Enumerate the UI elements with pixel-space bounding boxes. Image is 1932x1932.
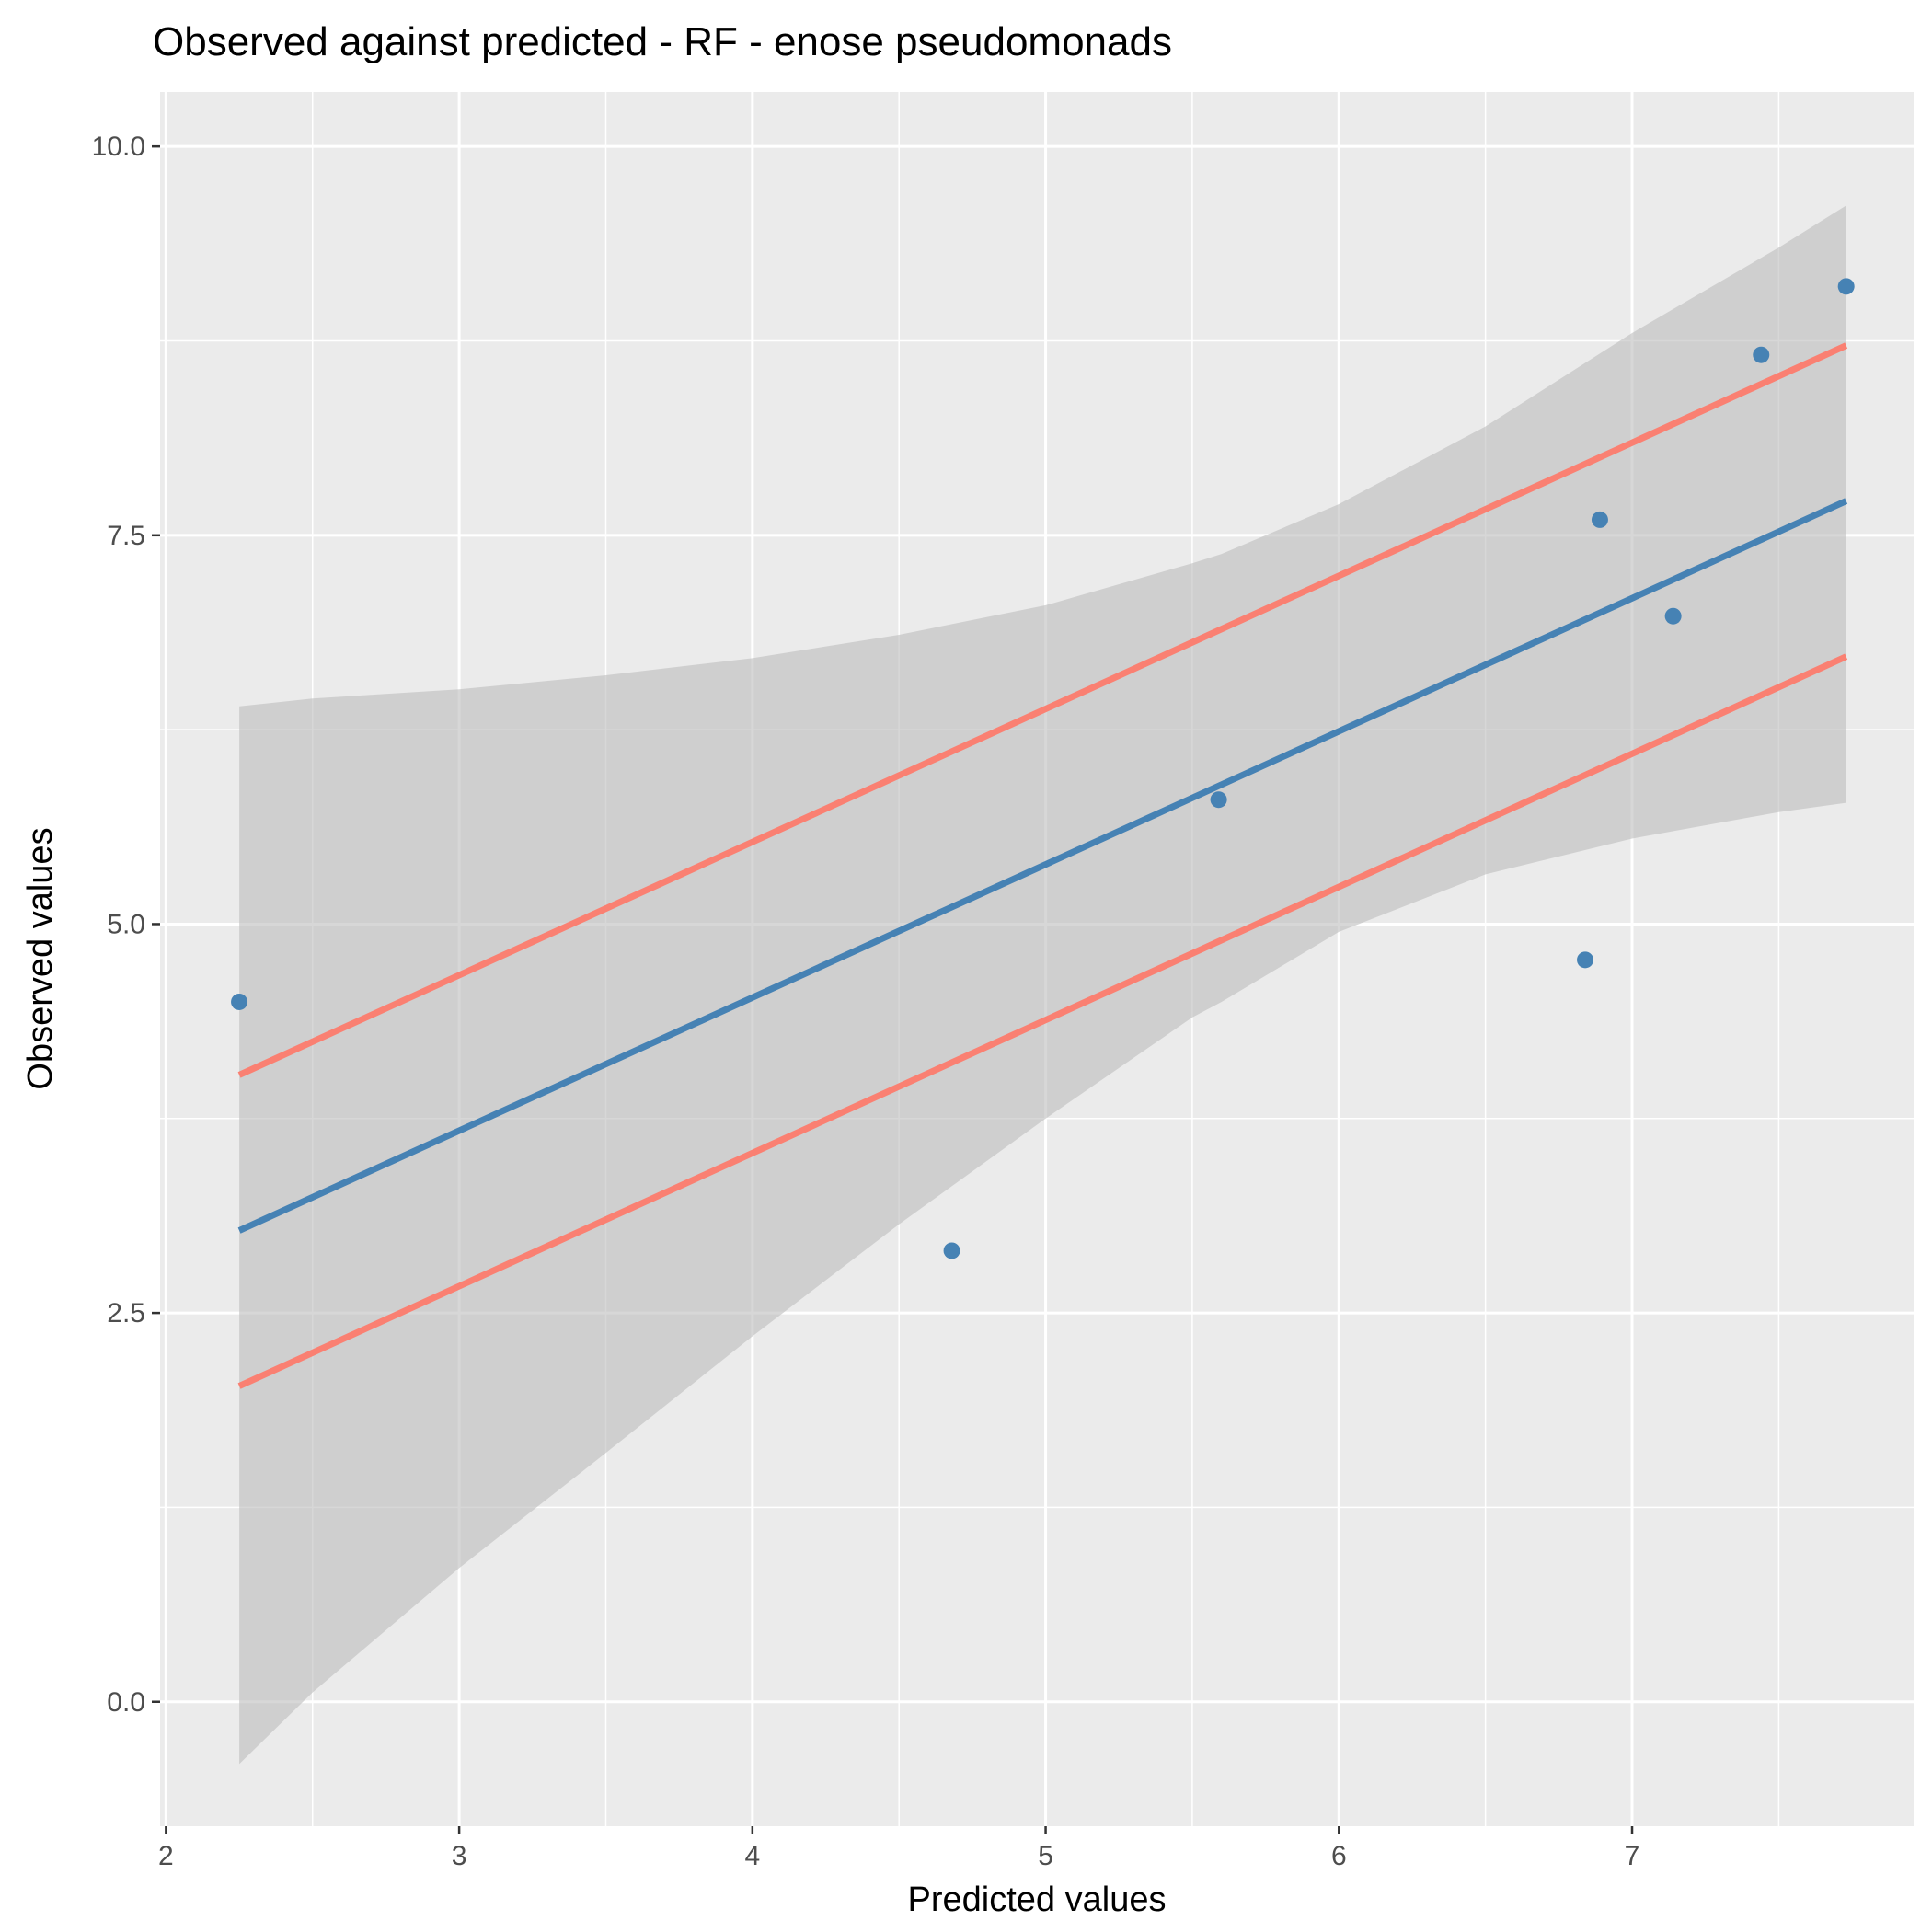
data-point: [1210, 791, 1227, 809]
data-point: [1577, 951, 1594, 969]
bound-line: [237, 653, 1848, 1389]
x-tick-label: 5: [1038, 1841, 1053, 1871]
y-tick-label: 10.0: [92, 132, 145, 162]
data-point: [1664, 607, 1682, 625]
data-point: [943, 1242, 960, 1259]
bound-line: [237, 342, 1848, 1078]
confidence-band: [239, 205, 1846, 1765]
x-axis: 2 3 4 5 6 7: [158, 1826, 1639, 1871]
data-point: [1837, 278, 1855, 295]
y-tick-label: 2.5: [107, 1298, 145, 1328]
y-tick-label: 7.5: [107, 521, 145, 551]
y-tick-label: 5.0: [107, 909, 145, 939]
y-axis-title: Observed values: [21, 827, 60, 1089]
x-tick-label: 3: [452, 1841, 467, 1871]
y-tick-label: 0.0: [107, 1687, 145, 1718]
x-axis-title: Predicted values: [908, 1880, 1167, 1919]
x-tick-label: 2: [158, 1841, 174, 1871]
regression-line: [237, 498, 1848, 1234]
x-tick-label: 4: [744, 1841, 760, 1871]
data-point: [231, 993, 248, 1010]
chart-title: Observed against predicted - RF - enose …: [153, 19, 1172, 64]
x-tick-label: 6: [1331, 1841, 1347, 1871]
data-point: [1591, 511, 1608, 528]
data-point: [1753, 346, 1770, 363]
data-points: [231, 278, 1855, 1259]
x-tick-label: 7: [1625, 1841, 1640, 1871]
fit-lines: [237, 342, 1848, 1389]
y-axis: 0.0 2.5 5.0 7.5 10.0: [92, 132, 160, 1718]
